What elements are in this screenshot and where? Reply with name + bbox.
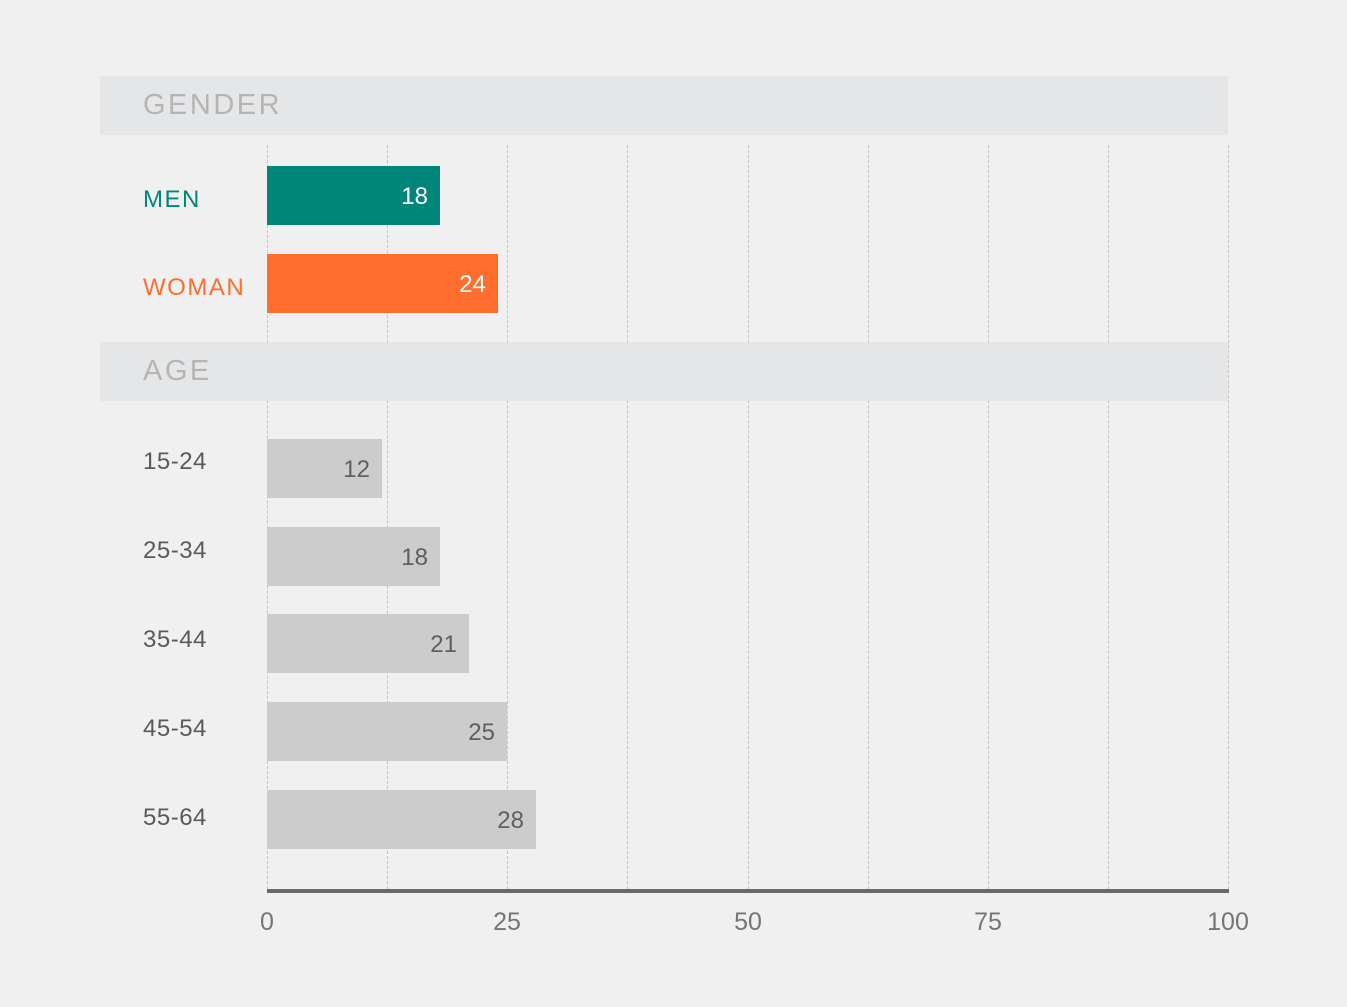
- gridline: [868, 145, 869, 889]
- gridline: [267, 145, 268, 889]
- x-axis-line: [267, 889, 1229, 893]
- section-title-age: AGE: [143, 355, 212, 387]
- bar-45-54: [267, 702, 507, 761]
- bar-woman: [267, 254, 498, 313]
- x-tick-label-0: 0: [260, 908, 274, 936]
- x-tick-label-25: 25: [493, 908, 521, 936]
- bar-value-label-15-24: 12: [343, 456, 370, 483]
- category-label-55-64: 55-64: [143, 804, 207, 831]
- bar-value-label-men: 18: [401, 183, 428, 210]
- bar-55-64: [267, 790, 536, 849]
- bar-value-label-45-54: 25: [468, 719, 495, 746]
- bar-15-24: [267, 439, 382, 498]
- category-label-men: MEN: [143, 186, 201, 213]
- gridline: [988, 145, 989, 889]
- gridline: [748, 145, 749, 889]
- bar-value-label-woman: 24: [459, 271, 486, 298]
- section-band-gender: GENDER: [100, 76, 1228, 135]
- bar-value-label-35-44: 21: [430, 631, 457, 658]
- bar-value-label-55-64: 28: [497, 807, 524, 834]
- bar-value-label-25-34: 18: [401, 544, 428, 571]
- category-label-45-54: 45-54: [143, 715, 207, 742]
- x-tick-label-50: 50: [734, 908, 762, 936]
- bar-25-34: [267, 527, 440, 586]
- gridline: [1108, 145, 1109, 889]
- x-tick-label-75: 75: [974, 908, 1002, 936]
- section-title-gender: GENDER: [143, 89, 283, 121]
- bar-35-44: [267, 614, 469, 673]
- gridline: [627, 145, 628, 889]
- category-label-15-24: 15-24: [143, 448, 207, 475]
- gridline: [387, 145, 388, 889]
- category-label-woman: WOMAN: [143, 274, 246, 301]
- bar-men: [267, 166, 440, 225]
- gridline: [507, 145, 508, 889]
- gridline: [1228, 145, 1229, 889]
- x-tick-label-100: 100: [1207, 908, 1249, 936]
- category-label-35-44: 35-44: [143, 626, 207, 653]
- category-label-25-34: 25-34: [143, 537, 207, 564]
- section-band-age: AGE: [100, 342, 1228, 401]
